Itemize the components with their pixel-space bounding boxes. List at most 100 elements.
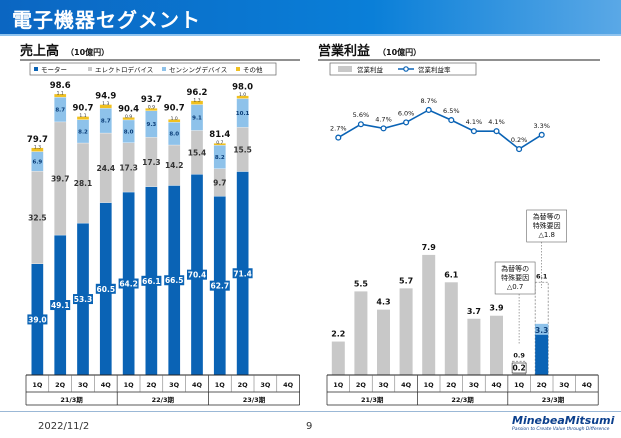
header-banner: 電子機器セグメント bbox=[0, 0, 621, 34]
profit-bar-5 bbox=[444, 282, 458, 375]
sales-label-sensing-8: 8.2 bbox=[215, 155, 225, 161]
margin-label-0: 2.7% bbox=[330, 125, 347, 133]
sales-label-motor-8: 62.7 bbox=[211, 282, 230, 291]
sales-xtick-5: 2Q bbox=[146, 381, 157, 389]
profit-special-label-8: 0.9 bbox=[513, 351, 525, 359]
profit-bar-label-7: 3.9 bbox=[489, 304, 504, 313]
profit-annotation-box-1 bbox=[526, 209, 568, 243]
profit-xtick-3: 4Q bbox=[401, 381, 412, 389]
margin-label-1: 5.6% bbox=[353, 111, 370, 119]
sales-label-box-motor-9 bbox=[232, 268, 253, 279]
profit-bar-2 bbox=[377, 309, 390, 375]
profit-annotation-0-line-0: 為替等の bbox=[501, 264, 529, 273]
sales-xtick-4: 1Q bbox=[124, 381, 135, 389]
sales-label-motor-1: 49.1 bbox=[51, 301, 70, 310]
margin-label-8: 0.2% bbox=[511, 136, 528, 144]
logo-tagline: Passion to Create Value through Differen… bbox=[512, 427, 610, 432]
margin-label-9: 3.3% bbox=[533, 122, 550, 130]
sales-legend-box bbox=[29, 62, 277, 76]
sales-label-sensing-3: 8.7 bbox=[101, 119, 111, 125]
sales-bar-3-1 bbox=[54, 93, 67, 98]
sales-label-motor-6: 66.5 bbox=[165, 276, 184, 285]
sales-label-motor-0: 39.0 bbox=[28, 315, 47, 324]
profit-legend-label-0: 営業利益 bbox=[357, 65, 384, 74]
sales-label-other-9: 1.0 bbox=[239, 92, 246, 98]
profit-xtick-10: 3Q bbox=[559, 381, 570, 389]
sales-label-sensing-4: 8.0 bbox=[124, 129, 134, 135]
profit-xtick-0: 1Q bbox=[333, 381, 344, 389]
sales-xtick-2: 3Q bbox=[78, 381, 89, 389]
sales-bar-3-4 bbox=[122, 117, 135, 121]
sales-label-other-1: 1.1 bbox=[57, 90, 64, 96]
sales-xtick-3: 4Q bbox=[101, 381, 112, 389]
profit-annotation-box-0 bbox=[494, 261, 536, 295]
profit-bar-label-bg-9 bbox=[535, 323, 549, 335]
sales-legend-label-1: エレクトロデバイス bbox=[95, 65, 153, 74]
profit-bar-label-8: 0.2 bbox=[512, 364, 525, 373]
sales-total-2: 90.7 bbox=[73, 104, 94, 114]
profit-legend-marker bbox=[403, 66, 409, 72]
profit-unit: （10億円） bbox=[378, 47, 421, 57]
sales-legend-swatch-3 bbox=[236, 67, 240, 71]
sales-xtick-8: 1Q bbox=[215, 381, 226, 389]
profit-xtick-8: 1Q bbox=[514, 381, 525, 389]
sales-label-electro-8: 9.7 bbox=[213, 178, 226, 187]
margin-label-7: 4.1% bbox=[488, 118, 505, 126]
sales-bar-3-0 bbox=[31, 147, 44, 152]
profit-title: 営業利益 bbox=[318, 43, 370, 59]
profit-bar-label-6: 3.7 bbox=[467, 307, 481, 316]
sales-total-4: 90.4 bbox=[118, 104, 139, 114]
sales-bar-3-3 bbox=[99, 104, 112, 109]
margin-line bbox=[337, 109, 543, 151]
margin-point-7 bbox=[493, 128, 500, 135]
sales-label-motor-5: 66.1 bbox=[142, 277, 161, 286]
sales-xtick-9: 2Q bbox=[238, 381, 249, 389]
sales-label-box-motor-0 bbox=[27, 314, 48, 325]
sales-label-box-motor-6 bbox=[164, 275, 185, 286]
sales-bar-3-2 bbox=[76, 116, 90, 120]
profit-period-label-0: 21/3期 bbox=[361, 395, 384, 404]
sales-label-sensing-9: 10.1 bbox=[236, 111, 250, 117]
sales-label-box-motor-7 bbox=[187, 269, 207, 280]
margin-point-5 bbox=[448, 117, 455, 124]
sales-total-0: 79.7 bbox=[27, 135, 48, 145]
profit-bar-1 bbox=[354, 291, 368, 375]
sales-label-other-6: 1.0 bbox=[171, 116, 178, 122]
sales-total-5: 93.7 bbox=[141, 95, 162, 105]
sales-period-label-2: 23/3期 bbox=[243, 395, 266, 404]
margin-label-2: 4.7% bbox=[375, 115, 392, 123]
margin-label-6: 4.1% bbox=[466, 118, 483, 126]
sales-label-motor-7: 70.4 bbox=[188, 271, 207, 280]
margin-point-1 bbox=[357, 121, 364, 128]
profit-xtick-7: 4Q bbox=[491, 381, 502, 389]
profit-annotation-1-line-0: 為替等の bbox=[533, 212, 561, 221]
sales-label-other-0: 1.3 bbox=[34, 144, 41, 150]
sales-label-other-8: 0.7 bbox=[216, 140, 223, 146]
profit-xtick-5: 2Q bbox=[446, 381, 457, 389]
sales-bar-3-7 bbox=[190, 100, 204, 105]
profit-annotation-0-line-1: 特殊要因 bbox=[501, 273, 529, 282]
profit-bar-label-5: 6.1 bbox=[444, 270, 459, 279]
sales-label-electro-7: 15.4 bbox=[188, 148, 207, 157]
sales-legend-swatch-0 bbox=[34, 67, 38, 71]
margin-point-8 bbox=[516, 146, 523, 153]
margin-point-9 bbox=[538, 131, 545, 138]
page-title: 電子機器セグメント bbox=[12, 8, 201, 32]
sales-total-3: 94.9 bbox=[95, 92, 116, 102]
profit-xtick-2: 3Q bbox=[378, 381, 389, 389]
sales-label-other-4: 0.9 bbox=[125, 114, 132, 120]
sales-label-box-motor-5 bbox=[141, 275, 162, 286]
sales-label-sensing-1: 8.7 bbox=[55, 108, 65, 114]
profit-bar-label-0: 2.2 bbox=[331, 330, 345, 339]
sales-label-box-motor-4 bbox=[118, 278, 139, 289]
sales-label-sensing-5: 9.3 bbox=[147, 122, 157, 128]
profit-xtick-1: 2Q bbox=[356, 381, 367, 389]
sales-total-9: 98.0 bbox=[232, 83, 253, 93]
sales-label-motor-2: 53.3 bbox=[74, 295, 93, 304]
sales-total-1: 98.6 bbox=[50, 81, 71, 91]
page-number: 9 bbox=[306, 421, 313, 432]
sales-label-motor-3: 60.5 bbox=[97, 285, 116, 294]
sales-legend-label-3: その他 bbox=[243, 65, 263, 74]
sales-label-electro-5: 17.3 bbox=[142, 158, 161, 167]
profit-bar-9 bbox=[535, 324, 549, 375]
